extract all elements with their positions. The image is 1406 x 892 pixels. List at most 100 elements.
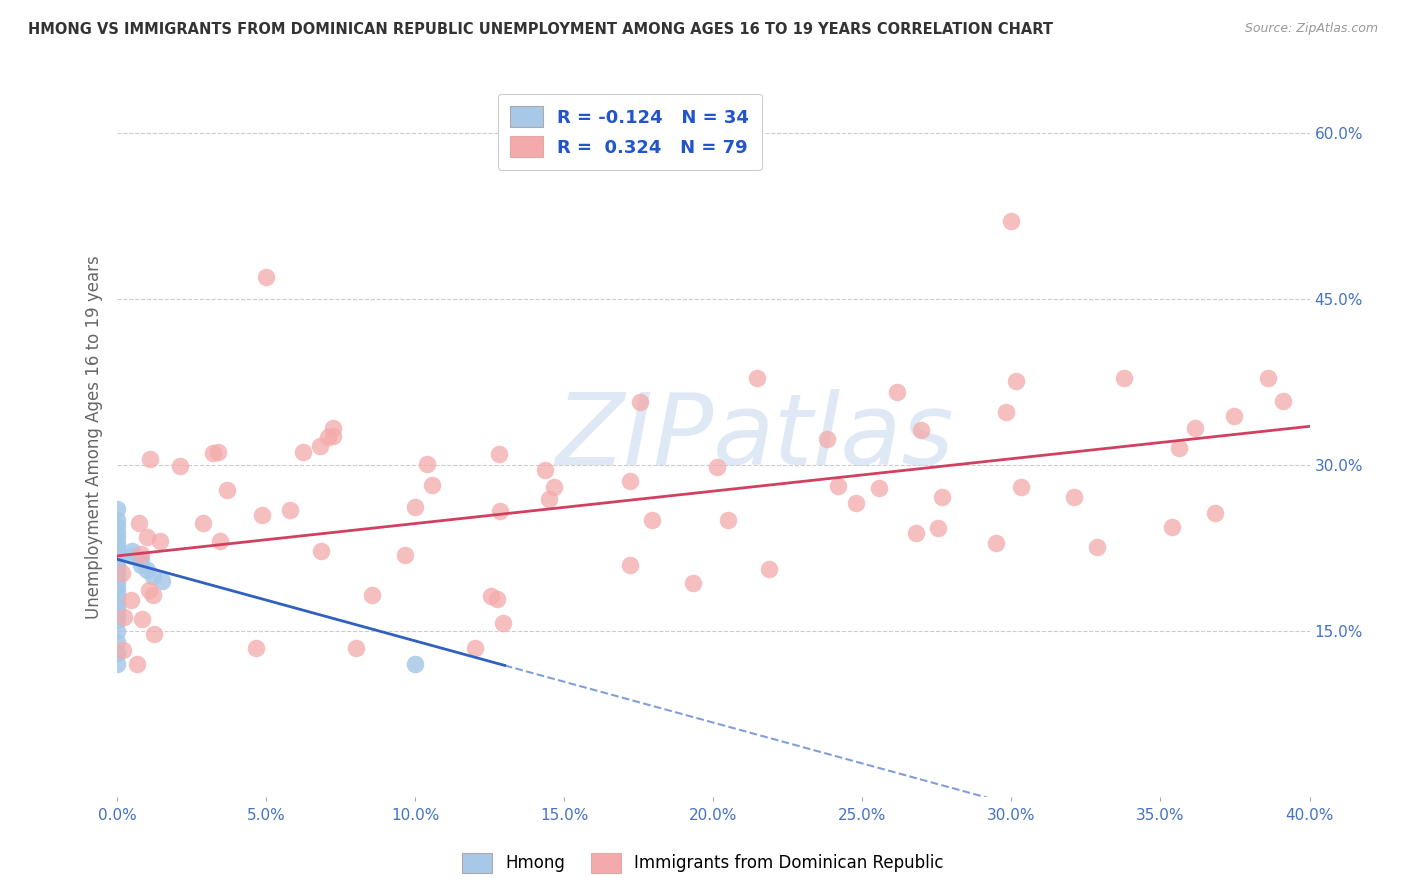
Point xyxy=(142,569,165,583)
Point xyxy=(479,589,502,603)
Point xyxy=(105,597,128,611)
Point xyxy=(717,513,740,527)
Point xyxy=(136,563,159,577)
Point xyxy=(105,624,128,639)
Point xyxy=(139,452,162,467)
Point xyxy=(209,534,232,549)
Legend: Hmong, Immigrants from Dominican Republic: Hmong, Immigrants from Dominican Republi… xyxy=(456,847,950,880)
Point xyxy=(308,439,330,453)
Point xyxy=(105,591,128,605)
Point xyxy=(420,478,443,492)
Point xyxy=(105,558,128,572)
Point xyxy=(995,405,1018,419)
Point xyxy=(464,640,486,655)
Point xyxy=(138,583,160,598)
Legend: R = -0.124   N = 34, R =  0.324   N = 79: R = -0.124 N = 34, R = 0.324 N = 79 xyxy=(498,94,762,169)
Point xyxy=(628,395,651,409)
Point xyxy=(416,457,439,471)
Point xyxy=(105,535,128,549)
Point xyxy=(489,504,512,518)
Point xyxy=(1005,375,1028,389)
Point xyxy=(215,483,238,498)
Point xyxy=(815,432,838,446)
Point xyxy=(129,552,152,566)
Point xyxy=(1161,520,1184,534)
Point xyxy=(105,580,128,594)
Point xyxy=(292,444,315,458)
Point xyxy=(534,463,557,477)
Point xyxy=(149,533,172,548)
Point xyxy=(747,370,769,384)
Point xyxy=(105,585,128,599)
Point xyxy=(845,496,868,510)
Point xyxy=(1184,421,1206,435)
Point xyxy=(105,560,128,574)
Point xyxy=(758,562,780,576)
Point xyxy=(105,569,128,583)
Point xyxy=(105,635,128,649)
Point xyxy=(278,503,301,517)
Point xyxy=(492,616,515,631)
Point xyxy=(105,602,128,616)
Point xyxy=(105,524,128,539)
Point xyxy=(120,592,142,607)
Point xyxy=(202,445,225,459)
Point xyxy=(105,513,128,527)
Point xyxy=(868,482,890,496)
Point xyxy=(322,421,344,435)
Point xyxy=(131,612,153,626)
Point xyxy=(250,508,273,522)
Point xyxy=(1204,506,1226,520)
Point xyxy=(640,513,662,527)
Text: HMONG VS IMMIGRANTS FROM DOMINICAN REPUBLIC UNEMPLOYMENT AMONG AGES 16 TO 19 YEA: HMONG VS IMMIGRANTS FROM DOMINICAN REPUB… xyxy=(28,22,1053,37)
Point xyxy=(207,445,229,459)
Point xyxy=(169,458,191,473)
Point xyxy=(111,643,134,657)
Point xyxy=(254,269,277,284)
Point xyxy=(105,646,128,660)
Point xyxy=(105,541,128,556)
Point xyxy=(927,521,949,535)
Point xyxy=(129,547,152,561)
Point xyxy=(1257,370,1279,384)
Point xyxy=(105,657,128,672)
Point xyxy=(543,480,565,494)
Point xyxy=(931,490,953,504)
Point xyxy=(111,566,134,580)
Point xyxy=(485,591,508,606)
Point xyxy=(105,547,128,561)
Point xyxy=(322,429,344,443)
Point xyxy=(706,459,728,474)
Point xyxy=(105,549,128,563)
Point xyxy=(538,492,561,507)
Point xyxy=(1271,394,1294,409)
Point xyxy=(142,627,165,641)
Point xyxy=(127,657,149,672)
Point xyxy=(105,502,128,516)
Point xyxy=(129,558,152,572)
Point xyxy=(105,613,128,627)
Point xyxy=(404,657,426,672)
Point xyxy=(142,589,165,603)
Point xyxy=(1000,214,1022,228)
Point xyxy=(361,588,384,602)
Point xyxy=(619,474,641,488)
Point xyxy=(128,516,150,531)
Point xyxy=(150,574,173,589)
Point xyxy=(488,447,510,461)
Y-axis label: Unemployment Among Ages 16 to 19 years: Unemployment Among Ages 16 to 19 years xyxy=(86,255,103,619)
Point xyxy=(105,552,128,566)
Point xyxy=(1112,371,1135,385)
Text: atlas: atlas xyxy=(713,389,955,486)
Point xyxy=(984,536,1007,550)
Point xyxy=(1010,480,1032,494)
Point xyxy=(344,640,367,655)
Point xyxy=(121,549,143,563)
Point xyxy=(191,516,214,530)
Point xyxy=(105,563,128,577)
Point xyxy=(394,548,416,562)
Point xyxy=(886,385,908,400)
Point xyxy=(1223,409,1246,424)
Point xyxy=(121,544,143,558)
Point xyxy=(619,558,641,572)
